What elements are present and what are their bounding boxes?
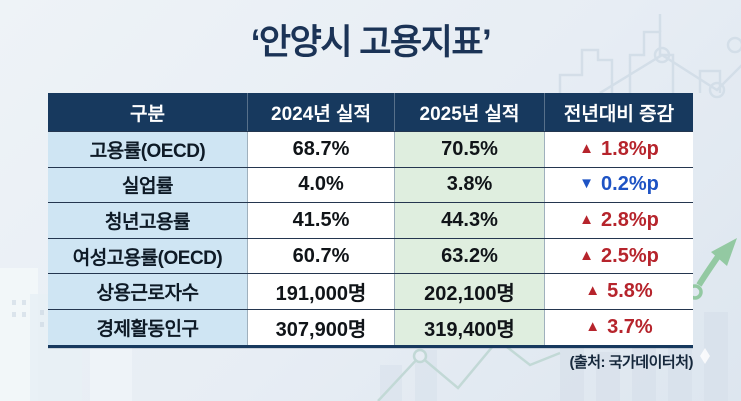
- bar-chart-deco-icon: [380, 300, 728, 401]
- column-header-change: 전년대비 증감: [544, 93, 693, 131]
- column-header-2024: 2024년 실적: [247, 93, 394, 131]
- value-2025: 3.8%: [394, 167, 544, 203]
- row-label: 경제활동인구: [48, 309, 247, 345]
- growth-arrow-icon: [687, 238, 737, 300]
- value-2024: 307,900명: [247, 309, 394, 345]
- change-value: 0.2%p: [601, 173, 659, 196]
- value-2024: 4.0%: [247, 167, 394, 203]
- row-label: 상용근로자수: [48, 274, 247, 309]
- triangle-icon: ▲: [585, 317, 601, 335]
- page-title: ‘안양시 고용지표’: [250, 23, 492, 62]
- change-value: 1.8%p: [601, 137, 659, 160]
- change-value: 3.7%: [607, 315, 653, 338]
- value-2025: 70.5%: [394, 132, 544, 167]
- table-row: 여성고용률(OECD) 60.7% 63.2% ▲ 2.5%p: [48, 237, 693, 274]
- table-body: 고용률(OECD) 68.7% 70.5% ▲ 1.8%p 실업률 4.0% 3.…: [48, 131, 693, 345]
- value-2024: 60.7%: [247, 238, 394, 274]
- employment-table: 구분 2024년 실적 2025년 실적 전년대비 증감 고용률(OECD) 6…: [48, 93, 693, 348]
- row-label: 청년고용률: [48, 203, 247, 238]
- value-2024: 191,000명: [247, 274, 394, 309]
- value-2025: 319,400명: [394, 309, 544, 345]
- triangle-icon: ▲: [579, 210, 595, 228]
- sparkle-icon: [700, 348, 710, 364]
- skyline-icon: [558, 14, 741, 99]
- triangle-icon: ▲: [579, 246, 595, 264]
- change-value: 2.8%p: [601, 208, 659, 231]
- yoy-change: ▲ 5.8%: [544, 274, 693, 309]
- triangle-icon: ▲: [579, 139, 595, 157]
- yoy-change: ▲ 3.7%: [544, 309, 693, 345]
- yoy-change: ▲ 1.8%p: [544, 132, 693, 167]
- table-row: 고용률(OECD) 68.7% 70.5% ▲ 1.8%p: [48, 131, 693, 167]
- row-label: 고용률(OECD): [48, 132, 247, 167]
- yoy-change: ▲ 2.5%p: [544, 238, 693, 274]
- change-value: 2.5%p: [601, 244, 659, 267]
- yoy-change: ▼ 0.2%p: [544, 167, 693, 203]
- column-header-2025: 2025년 실적: [394, 93, 544, 131]
- value-2025: 44.3%: [394, 203, 544, 238]
- triangle-icon: ▼: [579, 175, 595, 193]
- table-row: 상용근로자수 191,000명 202,100명 ▲ 5.8%: [48, 273, 693, 309]
- table-row: 경제활동인구 307,900명 319,400명 ▲ 3.7%: [48, 308, 693, 345]
- row-label: 여성고용률(OECD): [48, 238, 247, 274]
- yoy-change: ▲ 2.8%p: [544, 203, 693, 238]
- table-row: 실업률 4.0% 3.8% ▼ 0.2%p: [48, 166, 693, 203]
- source-note: (출처: 국가데이터처): [569, 354, 693, 371]
- row-label: 실업률: [48, 167, 247, 203]
- triangle-icon: ▲: [585, 282, 601, 300]
- table-row: 청년고용률 41.5% 44.3% ▲ 2.8%p: [48, 202, 693, 238]
- column-header-category: 구분: [130, 103, 165, 125]
- change-value: 5.8%: [607, 280, 653, 303]
- value-2024: 68.7%: [247, 132, 394, 167]
- value-2025: 63.2%: [394, 238, 544, 274]
- value-2024: 41.5%: [247, 203, 394, 238]
- value-2025: 202,100명: [394, 274, 544, 309]
- table-header-row: 구분 2024년 실적 2025년 실적 전년대비 증감: [48, 93, 693, 131]
